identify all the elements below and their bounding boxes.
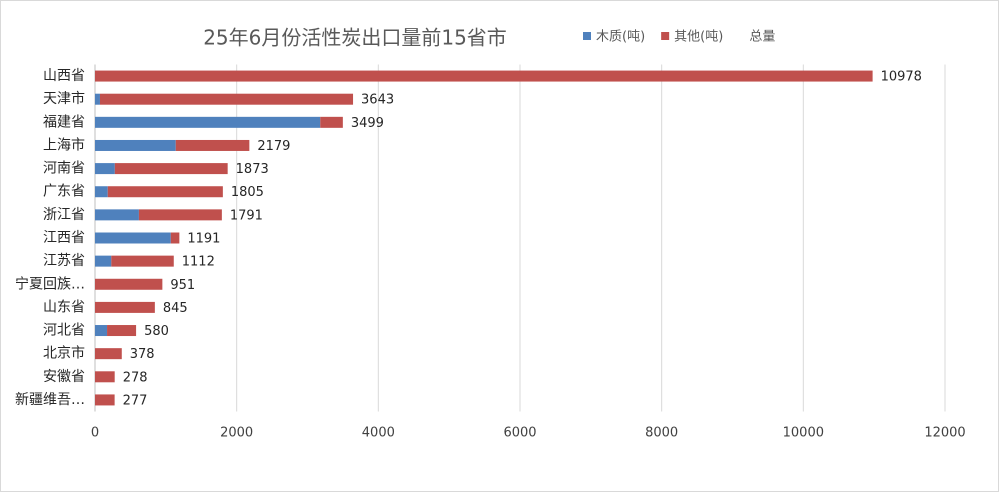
bar-segment	[95, 116, 321, 128]
total-label: 10978	[881, 70, 922, 85]
bar-segment	[95, 163, 115, 175]
bar-segment	[95, 186, 108, 198]
y-tick-label: 广东省	[43, 184, 85, 200]
total-label: 845	[163, 301, 188, 316]
bar-segment	[95, 371, 115, 383]
total-label: 1112	[182, 255, 215, 270]
legend-marker	[583, 32, 591, 40]
y-tick-label: 江西省	[43, 230, 85, 246]
total-label: 951	[170, 278, 195, 293]
bar-segment	[95, 348, 122, 360]
y-tick-label: 山西省	[43, 68, 85, 84]
bar-segment	[99, 93, 354, 105]
x-tick-label: 8000	[645, 426, 678, 441]
bar-segment	[175, 139, 250, 151]
bar-segment	[95, 301, 155, 313]
y-tick-label: 天津市	[43, 90, 85, 107]
bar-segment	[95, 394, 115, 406]
total-label: 580	[144, 324, 169, 339]
legend-label: 其他(吨)	[674, 30, 723, 45]
bar-segment	[107, 186, 223, 198]
y-tick-label: 宁夏回族…	[15, 275, 85, 292]
bar-segment	[95, 70, 873, 82]
total-label: 1805	[231, 185, 264, 200]
x-tick-label: 12000	[924, 426, 965, 441]
bar-segment	[170, 232, 180, 244]
bar-segment	[95, 93, 100, 105]
bar-segment	[95, 139, 176, 151]
y-tick-label: 山东省	[43, 299, 85, 315]
total-label: 3643	[361, 93, 394, 108]
legend-marker	[661, 32, 670, 40]
x-tick-label: 6000	[503, 426, 536, 441]
y-tick-label: 浙江省	[43, 207, 85, 223]
y-tick-label: 北京市	[43, 345, 85, 362]
bar-segment	[95, 232, 171, 244]
y-tick-label: 安徽省	[43, 369, 85, 385]
bar-segment	[95, 325, 108, 337]
legend: 木质(吨) 其他(吨) 总量	[583, 30, 775, 45]
y-tick-label: 江苏省	[43, 253, 85, 269]
legend-label: 木质(吨)	[596, 30, 645, 45]
x-tick-label: 0	[91, 426, 99, 441]
bar-segment	[95, 255, 112, 267]
y-tick-label: 上海市	[43, 136, 85, 153]
chart-title: 25年6月份活性炭出口量前15省市	[203, 26, 507, 50]
bar-segment	[107, 325, 137, 337]
total-label: 3499	[351, 116, 384, 131]
y-tick-label: 福建省	[43, 114, 85, 130]
y-tick-label: 新疆维吾…	[15, 392, 85, 408]
bar-segment	[320, 116, 343, 128]
x-tick-label: 10000	[783, 426, 824, 441]
total-label: 1191	[187, 232, 220, 247]
total-label: 278	[123, 370, 148, 385]
bar-segment	[95, 209, 139, 221]
total-label: 1873	[236, 162, 269, 177]
total-label: 277	[123, 393, 148, 408]
bar-segment	[138, 209, 222, 221]
total-label: 2179	[257, 139, 290, 154]
y-tick-label: 河北省	[43, 323, 85, 339]
bar-segment	[114, 163, 228, 175]
x-tick-label: 4000	[362, 426, 395, 441]
legend-label: 总量	[749, 30, 775, 45]
total-label: 1791	[230, 208, 263, 223]
bar-segment	[95, 278, 163, 290]
x-tick-label: 2000	[220, 426, 253, 441]
total-label: 378	[130, 347, 155, 362]
bar-segment	[111, 255, 174, 267]
y-tick-label: 河南省	[43, 161, 85, 177]
